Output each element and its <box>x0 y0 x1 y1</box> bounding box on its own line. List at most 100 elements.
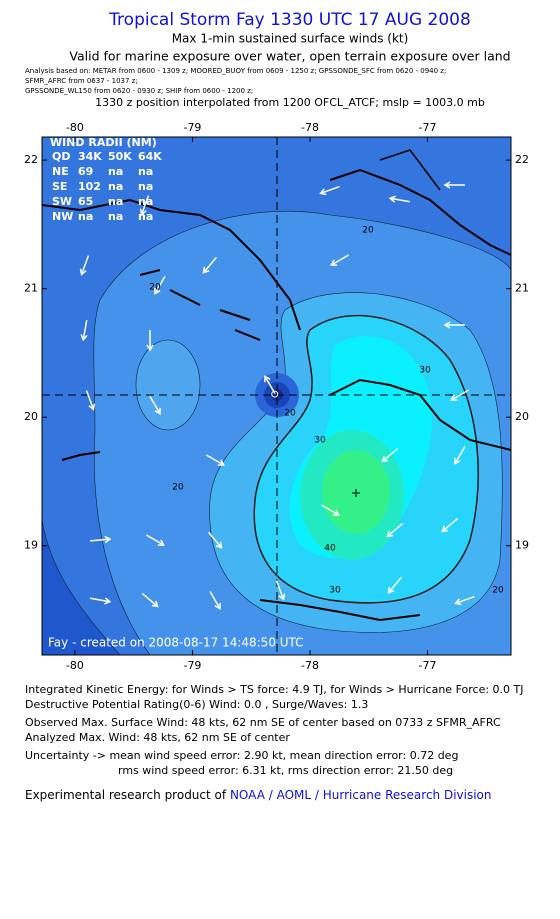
coastline <box>379 149 441 191</box>
wind-arrow <box>202 256 218 274</box>
x-tick-label: -79 <box>183 121 201 134</box>
contour-label: 40 <box>324 544 336 554</box>
y-tick-label: 20 <box>515 410 529 423</box>
wind-arrow-shape <box>320 504 340 516</box>
wind-arrow-shape <box>443 181 465 189</box>
wind-arrow-shape <box>454 595 475 606</box>
footer-line: Integrated Kinetic Energy: for Winds > T… <box>25 683 524 696</box>
wind-arrow <box>89 535 112 544</box>
island <box>139 269 261 341</box>
radii-header: QD <box>52 150 70 163</box>
radii-cell: NW <box>52 210 73 223</box>
wind-arrow-shape <box>202 256 218 274</box>
y-tick-label: 22 <box>24 153 38 166</box>
radii-cell: SE <box>52 180 67 193</box>
wind-arrow-shape <box>275 580 286 601</box>
wind-radii: WIND RADII (NM)QD 34K 50K 64K NE 69 na na SE 102 n… <box>50 136 162 223</box>
wind-arrow <box>330 254 350 266</box>
x-tick-label: -79 <box>183 659 201 672</box>
footer-line: Analyzed Max. Wind: 48 kts, 62 nm SE of … <box>25 731 290 744</box>
analysis-note: Analysis based on: METAR from 0600 - 130… <box>25 67 446 75</box>
radii-cell: na <box>138 210 153 223</box>
wind-arrow-shape <box>441 517 459 533</box>
wind-arrow <box>319 185 340 196</box>
wind-arrow <box>443 321 465 329</box>
contour-label: 30 <box>329 586 341 596</box>
radii-cell: NE <box>52 165 69 178</box>
y-tick-label: 22 <box>515 153 529 166</box>
wind-arrow <box>264 375 276 395</box>
radii-cell: na <box>138 180 153 193</box>
radii-cell: na <box>108 165 123 178</box>
wind-arrow <box>149 395 161 415</box>
wind-arrow-shape <box>387 576 403 594</box>
wind-arrow-shape <box>450 389 470 401</box>
max-wind <box>352 489 360 497</box>
wind-arrow <box>90 597 112 605</box>
analysis-note: SFMR_AFRC from 0637 - 1037 z; <box>25 77 138 85</box>
radii-cell: SW <box>52 195 72 208</box>
contour-label: 30 <box>419 366 431 376</box>
wind-arrow-shape <box>381 447 399 463</box>
wind-arrow-shape <box>205 454 225 466</box>
radii-header: 50K <box>108 150 132 163</box>
x-tick-label: -78 <box>301 659 319 672</box>
field <box>135 339 201 431</box>
wind-arrow <box>79 255 90 276</box>
y-tick-label: 19 <box>515 539 529 552</box>
wind-arrow-shape <box>89 535 112 544</box>
x-tick-label: -77 <box>419 659 437 672</box>
wind-arrow <box>141 592 159 608</box>
wind-arrow-shape <box>388 195 410 203</box>
title: Tropical Storm Fay 1330 UTC 17 AUG 2008 <box>108 10 471 30</box>
y-tick-label: 21 <box>24 282 38 295</box>
wind-vectors <box>79 181 475 610</box>
wind-arrow <box>388 195 410 203</box>
contour-label: 20 <box>172 483 184 493</box>
wind-arrow-shape <box>85 390 96 411</box>
radii-header: 64K <box>138 150 162 163</box>
radii-cell: na <box>108 195 123 208</box>
coastline <box>61 451 101 461</box>
org-link[interactable]: NOAA / AOML / Hurricane Research Divisio… <box>230 788 492 802</box>
wind-arrow-shape <box>209 590 221 610</box>
wind-arrow <box>387 576 403 594</box>
wind-arrow-shape <box>330 254 350 266</box>
coastline <box>42 198 301 331</box>
wind-arrow-shape <box>79 255 90 276</box>
wind-arrow <box>139 195 150 216</box>
y-tick-label: 20 <box>24 410 38 423</box>
wind-arrow <box>450 389 470 401</box>
radii-cell: 65 <box>78 195 93 208</box>
map: 20 20 20 20 20 30 30 30 40 WIND RADII (NM)QD 34K 5… <box>42 136 511 655</box>
y-tick-label: 21 <box>515 282 529 295</box>
wind-arrow-shape <box>264 375 276 395</box>
wind-arrow <box>80 320 88 342</box>
wind-arrow <box>275 580 286 601</box>
wind-arrow-shape <box>319 185 340 196</box>
wind-arrow <box>443 181 465 189</box>
credit: Fay - created on 2008-08-17 14:48:50 UTC <box>48 636 304 650</box>
storm-center <box>271 390 279 398</box>
radii-header: 34K <box>78 150 102 163</box>
wind-arrow <box>386 522 404 538</box>
wind-arrow <box>146 330 154 352</box>
wind-arrow-shape <box>146 330 154 352</box>
radii-title: WIND RADII (NM) <box>50 136 157 149</box>
radii-cell: na <box>108 210 123 223</box>
wind-arrow <box>154 275 166 295</box>
coastline <box>329 168 511 256</box>
wind-arrow-shape <box>454 445 466 465</box>
wind-arrow-shape <box>145 534 165 546</box>
analysis-note: GPSSONDE_WL150 from 0620 - 0930 z; SHIP … <box>25 87 253 95</box>
wind-arrow-shape <box>443 321 465 329</box>
radii-cell: na <box>78 210 93 223</box>
subtitle: Max 1-min sustained surface winds (kt) <box>172 32 409 46</box>
contour-label: 20 <box>362 226 374 236</box>
footer-line: rms wind speed error: 6.31 kt, rms direc… <box>118 764 453 777</box>
axes: -80 -80 -79 -79 -78 -78 -77 -77 19 19 20 20 21 21 22 22 <box>24 121 529 672</box>
footer-line: Destructive Potential Rating(0-6) Wind: … <box>25 698 368 711</box>
contour-label: 20 <box>149 283 161 293</box>
wind-arrow-shape <box>80 320 88 342</box>
